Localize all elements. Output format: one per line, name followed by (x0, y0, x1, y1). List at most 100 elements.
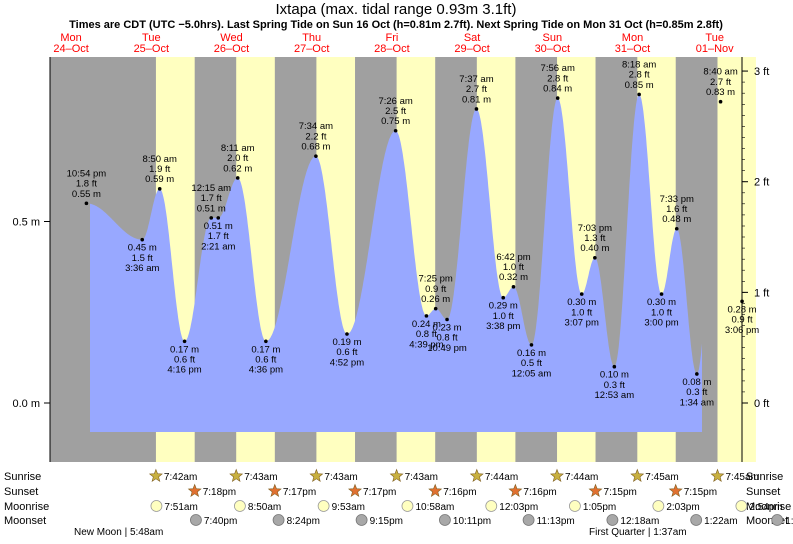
high-tide-point (235, 176, 240, 180)
moonrise-icon (485, 500, 498, 512)
sunrise-time: 7:43am (244, 472, 277, 483)
sunrise-time: 7:45am (725, 472, 758, 483)
right-axis-tick-label: 2 ft (754, 177, 769, 189)
low-tide-point (740, 299, 744, 304)
sunset-icon (668, 483, 683, 497)
moonrise-icon (234, 500, 246, 512)
plot-area (50, 57, 756, 462)
high-tide-point (209, 216, 214, 220)
low-tide-label: 12:05 am (512, 368, 552, 379)
moonset-time: 8:24pm (287, 516, 320, 527)
moonset-time: 1:22am (704, 516, 737, 527)
low-tide-label: 0.08 m (682, 377, 711, 388)
day-date: 28–Oct (374, 43, 409, 55)
moonset-time: 12:18am (620, 516, 659, 527)
chart-title: Ixtapa (max. tidal range 0.93m 3.1ft) (276, 1, 517, 18)
low-tide-label: 12:53 am (595, 390, 635, 401)
day-date: 31–Oct (615, 43, 650, 55)
high-tide-point (314, 154, 318, 158)
sunset-icon (348, 483, 362, 497)
right-axis-tick-label: 1 ft (754, 287, 769, 299)
low-tide-label: 1:34 am (680, 397, 714, 408)
low-tide-label: 1.5 ft (132, 253, 153, 264)
day-date: 26–Oct (214, 43, 249, 55)
high-tide-point (511, 285, 516, 289)
day-date: 27–Oct (294, 43, 329, 55)
low-tide-label: 0.8 ft (436, 333, 457, 344)
sunrise-time: 7:43am (324, 472, 357, 483)
low-tide-label: 3:00 pm (644, 318, 678, 329)
low-tide-label: 1.7 ft (208, 231, 229, 242)
high-tide-label: 0.85 m (625, 80, 654, 91)
right-axis-tick-label: 3 ft (754, 66, 769, 78)
sunset-icon (508, 483, 523, 497)
low-tide-label: 0.51 m (204, 221, 233, 232)
low-tide-label: 0.5 ft (521, 358, 542, 369)
low-tide-label: 4:36 pm (249, 365, 283, 376)
low-tide-label: 0.29 m (489, 301, 518, 312)
high-tide-point (593, 255, 597, 260)
high-tide-label: 1.9 ft (149, 164, 170, 175)
moonset-icon (771, 514, 784, 526)
day-name: Sat (464, 32, 481, 44)
moonrise-time: 10:58am (415, 502, 454, 513)
low-tide-label: 4:52 pm (330, 357, 364, 368)
low-tide-label: 0.10 m (600, 370, 629, 381)
high-tide-label: 7:25 pm (419, 274, 453, 285)
high-tide-label: 0.32 m (499, 272, 528, 283)
day-name: Mon (60, 32, 81, 44)
moonrise-time: 7:51am (164, 502, 197, 513)
low-tide-label: 3:06 pm (725, 325, 759, 336)
moonset-icon (606, 514, 619, 526)
sunset-icon (187, 483, 202, 497)
sunrise-icon (148, 468, 163, 482)
low-tide-label: 0.28 m (728, 304, 757, 315)
low-tide-point (182, 339, 187, 344)
moon-phase-label: First Quarter | 1:37am (589, 527, 687, 538)
low-tide-label: 3:38 pm (486, 321, 520, 332)
high-tide-label: 6:42 pm (496, 252, 530, 263)
low-tide-point (216, 216, 221, 220)
moonrise-icon (401, 500, 414, 512)
high-tide-label: 0.81 m (462, 94, 491, 105)
high-tide-point (84, 201, 89, 206)
low-tide-point (529, 343, 534, 347)
low-tide-label: 3:36 am (125, 263, 159, 274)
moonrise-icon (652, 500, 665, 512)
day-name: Wed (220, 32, 242, 44)
high-tide-label: 7:37 am (459, 74, 493, 85)
high-tide-label: 0.9 ft (425, 284, 446, 295)
low-tide-label: 4:39 pm (409, 339, 443, 350)
low-tide-point (264, 339, 268, 344)
low-tide-label: 0.24 m (412, 319, 441, 330)
low-tide-point (424, 314, 429, 318)
low-tide-label: 0.17 m (170, 344, 199, 355)
sunrise-time: 7:44am (485, 472, 518, 483)
moonrise-icon (569, 500, 581, 512)
moonrise-row-label-right: Moonrise (746, 501, 791, 513)
low-tide-label: 4:16 pm (167, 365, 201, 376)
tide-curve (90, 94, 702, 432)
high-tide-label: 8:50 am (143, 154, 177, 165)
low-tide-label: 3:07 pm (565, 318, 599, 329)
high-tide-label: 0.68 m (301, 142, 330, 153)
sunset-time: 7:15pm (604, 487, 637, 498)
low-tide-point (695, 372, 699, 376)
high-tide-label: 1.8 ft (76, 179, 97, 190)
sunrise-icon (710, 468, 725, 482)
day-date: 24–Oct (53, 43, 88, 55)
high-tide-point (637, 92, 641, 97)
moonrise-time: 2:03pm (666, 502, 699, 513)
sunset-icon (588, 483, 603, 497)
high-tide-label: 0.62 m (223, 163, 252, 174)
moonset-icon (355, 514, 368, 526)
right-axis-tick-label: 0 ft (754, 398, 769, 410)
low-tide-label: 0.16 m (517, 348, 546, 359)
day-date: 29–Oct (454, 43, 489, 55)
chart-subtitle: Times are CDT (UTC −5.0hrs). Last Spring… (69, 19, 723, 31)
high-tide-point (393, 128, 398, 133)
high-tide-point (474, 107, 479, 111)
low-tide-point (445, 317, 449, 322)
high-tide-label: 2.7 ft (710, 77, 731, 88)
moonrise-row-label-left: Moonrise (4, 501, 49, 513)
